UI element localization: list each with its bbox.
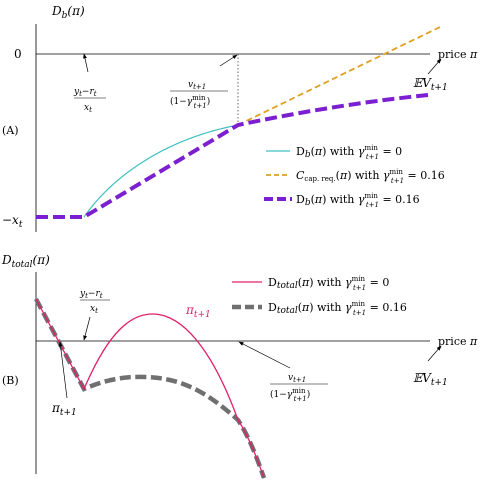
panel-b-series-dtotal-gamma016 <box>34 297 267 479</box>
panel-a-y-min-label: −xt <box>2 213 23 230</box>
panel-a-y-zero-label: 0 <box>14 47 22 61</box>
svg-text:xt: xt <box>84 103 92 114</box>
svg-text:πt+1: πt+1 <box>51 401 77 418</box>
panel-a-kink-annotation: yt−rt xt <box>73 53 106 114</box>
panel-a-x-axis-label: price π <box>438 48 478 61</box>
panel-b-x-axis-label: price π <box>438 335 478 348</box>
panel-b-pi-high-label: πt+1 <box>185 303 211 320</box>
svg-text:vt+1: vt+1 <box>188 80 206 91</box>
panel-b-kink-annotation: yt−rt xt <box>79 289 110 341</box>
panel-a-series-ccap <box>237 26 441 126</box>
legend-item-dtotal-gamma0: Dtotal(π) with γmin t+1 = 0 <box>232 275 389 292</box>
panel-a-legend: Db(π) with γmin t+1 = 0 Ccap. req.(π) wit… <box>264 144 445 209</box>
panel-a-y-axis-label: Db(π) <box>51 4 85 21</box>
svg-text:yt−rt: yt−rt <box>79 289 103 300</box>
svg-text:𝔼Vt+1: 𝔼Vt+1 <box>413 76 448 93</box>
svg-text:𝔼Vt+1: 𝔼Vt+1 <box>413 371 448 388</box>
panel-b-legend: Dtotal(π) with γmin t+1 = 0 Dtotal(π) wit… <box>232 275 407 317</box>
legend-item-db-gamma016: Db(π) with γmin t+1 = 0.16 <box>264 192 420 209</box>
legend-item-ccap: Ccap. req.(π) with γmin t+1 = 0.16 <box>266 168 445 185</box>
panel-a-series-db-gamma016 <box>36 93 429 219</box>
panel-a-expected-value-annotation: 𝔼Vt+1 <box>413 58 448 93</box>
panel-b-pi-low-annotation: πt+1 <box>51 341 77 418</box>
panel-b-y-axis-label: Dtotal(π) <box>1 253 50 270</box>
legend-item-dtotal-gamma016: Dtotal(π) with γmin t+1 = 0.16 <box>232 300 407 317</box>
panel-a-threshold-annotation: vt+1 (1−γmin t+1) <box>170 54 238 110</box>
panel-b-series-dtotal-gamma0 <box>35 298 265 479</box>
panel-a-label: (A) <box>2 124 19 137</box>
legend-item-db-gamma0: Db(π) with γmin t+1 = 0 <box>266 144 402 161</box>
svg-text:xt: xt <box>90 304 98 315</box>
svg-text:vt+1: vt+1 <box>288 373 306 384</box>
panel-b-threshold-annotation: vt+1 (1−γmin t+1) <box>238 341 328 403</box>
panel-b-label: (B) <box>2 374 19 387</box>
panel-a: Db(π) 0 −xt price π (A) yt−rt xt vt+1 <box>2 4 478 232</box>
panel-b-expected-value-annotation: 𝔼Vt+1 <box>413 345 448 388</box>
svg-text:yt−rt: yt−rt <box>73 87 97 98</box>
panel-b: Dtotal(π) price π (B) yt−rt xt πt+1 πt+1 <box>1 253 478 479</box>
panel-a-series-db-gamma0 <box>83 124 239 218</box>
